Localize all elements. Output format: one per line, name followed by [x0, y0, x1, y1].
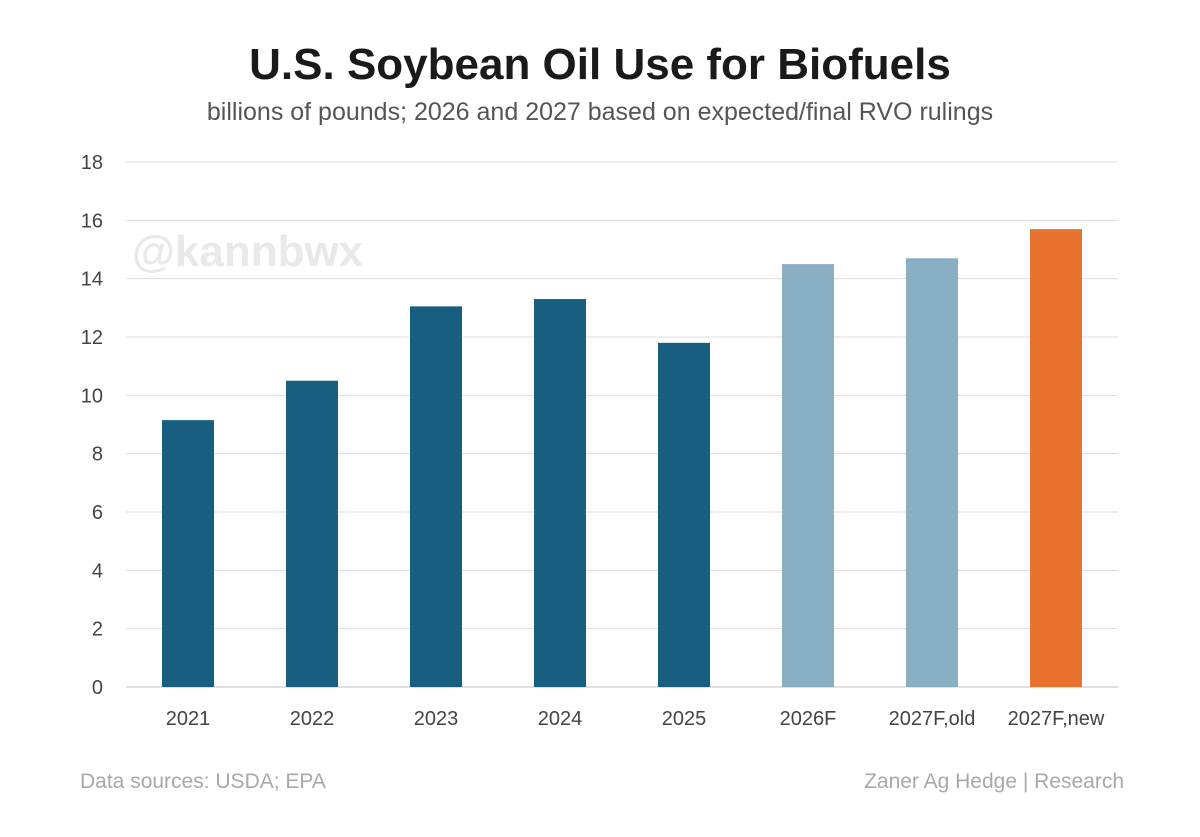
y-tick-label: 4	[92, 560, 103, 582]
y-tick-label: 10	[81, 385, 103, 407]
y-tick-label: 2	[92, 619, 103, 641]
x-tick-label: 2025	[662, 708, 707, 730]
bars	[162, 229, 1082, 688]
chart-title: U.S. Soybean Oil Use for Biofuels	[249, 40, 951, 89]
y-tick-label: 18	[81, 152, 103, 174]
y-tick-label: 6	[92, 502, 103, 524]
y-tick-label: 0	[92, 677, 103, 699]
bar-2023	[410, 306, 462, 687]
bar-2021	[162, 420, 214, 687]
x-tick-label: 2024	[538, 708, 583, 730]
credit-note: Zaner Ag Hedge | Research	[864, 770, 1124, 793]
x-tick-label: 2027F,old	[889, 708, 976, 730]
watermark-text: @kannbwx	[132, 227, 364, 276]
y-axis-ticks: 0 2 4 6 8 10 12 14 16 18	[81, 152, 103, 699]
bar-2025	[658, 342, 710, 687]
x-tick-label: 2027F,new	[1008, 708, 1105, 730]
x-tick-label: 2021	[166, 708, 211, 730]
bar-2026f	[782, 264, 834, 687]
y-tick-label: 14	[81, 269, 103, 291]
data-sources-note: Data sources: USDA; EPA	[80, 770, 326, 793]
bar-2027f-old	[906, 258, 958, 687]
x-tick-label: 2023	[414, 708, 459, 730]
x-tick-label: 2022	[290, 708, 335, 730]
bar-2027f-new	[1030, 229, 1082, 688]
y-tick-label: 8	[92, 444, 103, 466]
y-tick-label: 16	[81, 210, 103, 232]
chart-subtitle: billions of pounds; 2026 and 2027 based …	[206, 98, 994, 126]
y-tick-label: 12	[81, 327, 103, 349]
x-axis-ticks: 2021 2022 2023 2024 2025 2026F 2027F,old 2027F,…	[166, 708, 1105, 730]
x-tick-label: 2026F	[780, 708, 837, 730]
bar-2024	[534, 299, 586, 687]
bar-2022	[286, 380, 338, 687]
